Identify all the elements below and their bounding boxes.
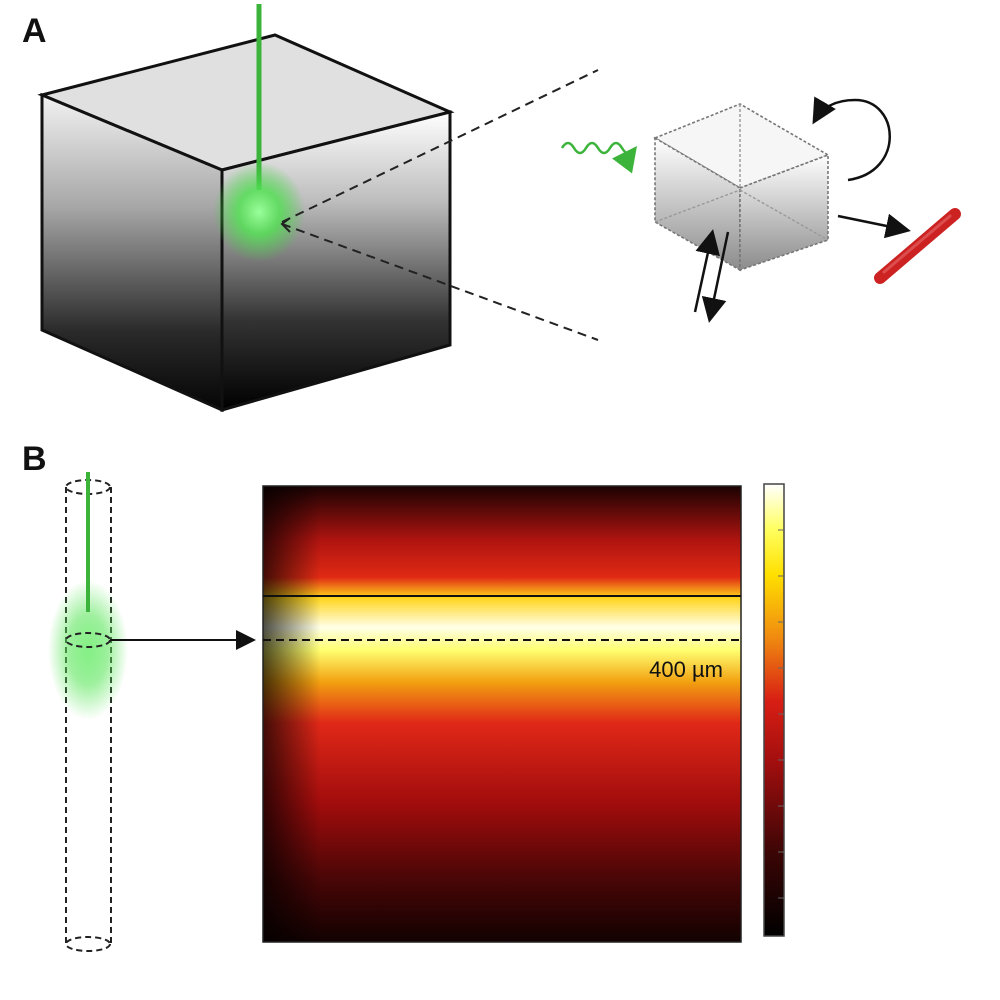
colorbar (763, 483, 785, 937)
tube-bottom-rim (65, 936, 111, 952)
panel-a-label: A (22, 12, 47, 50)
panel-b-label: B (22, 440, 47, 478)
diffusion-out-arrow (701, 231, 730, 323)
colorbar-gradient (763, 483, 785, 937)
tube-focus-glow (48, 580, 128, 720)
scale-label: 400 µm (649, 657, 723, 682)
incident-photon-arrow (560, 141, 638, 174)
small-cube (653, 103, 830, 272)
small-cube-right (739, 153, 829, 272)
diffusion-in-arrow (693, 229, 720, 313)
zoom-line-top (281, 69, 599, 223)
zoom-apex (280, 217, 291, 233)
rotation-arrow (812, 96, 891, 182)
heatmap-edge-shade (263, 486, 741, 942)
emission-arrow (837, 213, 911, 239)
focus-glow (213, 162, 305, 262)
heatmap: 400 µm (262, 485, 742, 943)
large-cube (37, 33, 455, 413)
zoom-line-bottom (281, 223, 599, 341)
detector-rod (874, 208, 961, 284)
